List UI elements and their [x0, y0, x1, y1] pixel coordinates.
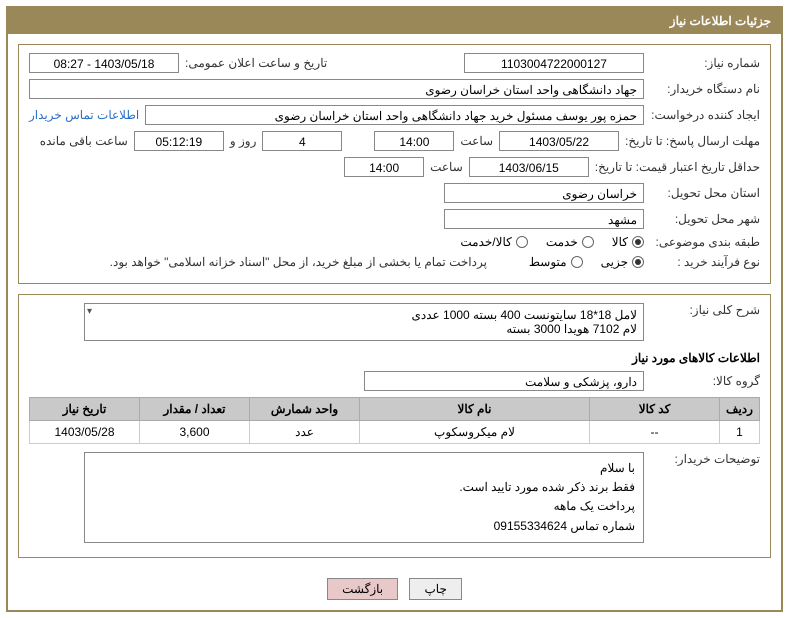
table-body: 1--لام میکروسکوپعدد3,6001403/05/28 [30, 421, 760, 444]
link-buyer-contact[interactable]: اطلاعات تماس خریدار [29, 108, 139, 122]
table-row: 1--لام میکروسکوپعدد3,6001403/05/28 [30, 421, 760, 444]
process-option[interactable]: متوسط [529, 255, 583, 269]
radio-label: کالا [612, 235, 628, 249]
classification-option[interactable]: کالا [612, 235, 644, 249]
need-desc-line: لامل 18*18 سایتونست 400 بسته 1000 عددی [91, 308, 637, 322]
footer-buttons: چاپ بازگشت [8, 568, 781, 610]
label-need-desc: شرح کلی نیاز: [650, 303, 760, 317]
panel-general: شماره نیاز: 1103004722000127 تاریخ و ساع… [18, 44, 771, 284]
label-days-and: روز و [230, 134, 257, 148]
buyer-note-line: فقط برند ذکر شده مورد تایید است. [93, 478, 635, 497]
print-button[interactable]: چاپ [409, 578, 461, 600]
label-buyer-org: نام دستگاه خریدار: [650, 82, 760, 96]
table-cell: -- [590, 421, 720, 444]
window-title: جزئیات اطلاعات نیاز [8, 8, 781, 34]
radio-icon [571, 256, 583, 268]
field-deadline-time: 14:00 [374, 131, 454, 151]
row-purchase-process: نوع فرآیند خرید : جزیی متوسط پرداخت تمام … [29, 255, 760, 269]
field-need-number: 1103004722000127 [464, 53, 644, 73]
details-window: جزئیات اطلاعات نیاز شماره نیاز: 11030047… [6, 6, 783, 612]
radio-icon [516, 236, 528, 248]
radio-icon [582, 236, 594, 248]
field-announce-datetime: 1403/05/18 - 08:27 [29, 53, 179, 73]
label-requester: ایجاد کننده درخواست: [650, 108, 760, 122]
panel-items: شرح کلی نیاز: ▾ لامل 18*18 سایتونست 400 … [18, 294, 771, 558]
label-city: شهر محل تحویل: [650, 212, 760, 226]
table-header-cell: تاریخ نیاز [30, 398, 140, 421]
label-time-2: ساعت [430, 160, 463, 174]
back-button[interactable]: بازگشت [327, 578, 398, 600]
label-need-number: شماره نیاز: [650, 56, 760, 70]
row-buyer-notes: توضیحات خریدار: با سلامفقط برند ذکر شده … [29, 452, 760, 543]
need-desc-line: لام 7102 هویدا 3000 بسته [91, 322, 637, 336]
classification-option[interactable]: کالا/خدمت [460, 235, 527, 249]
process-option[interactable]: جزیی [601, 255, 644, 269]
payment-note: پرداخت تمام یا بخشی از مبلغ خرید، از محل… [110, 255, 487, 269]
row-deadline: مهلت ارسال پاسخ: تا تاریخ: 1403/05/22 سا… [29, 131, 760, 151]
row-classification: طبقه بندی موضوعی: کالا خدمت کالا/خدمت [29, 235, 760, 249]
table-header-cell: نام کالا [360, 398, 590, 421]
label-item-group: گروه کالا: [650, 374, 760, 388]
field-deadline-date: 1403/05/22 [499, 131, 619, 151]
field-days-remaining: 4 [262, 131, 342, 151]
label-validity: حداقل تاریخ اعتبار قیمت: تا تاریخ: [595, 160, 760, 174]
row-need-desc: شرح کلی نیاز: ▾ لامل 18*18 سایتونست 400 … [29, 303, 760, 341]
field-item-group: دارو، پزشکی و سلامت [364, 371, 644, 391]
label-buyer-notes: توضیحات خریدار: [650, 452, 760, 466]
table-header-row: ردیفکد کالانام کالاواحد شمارشتعداد / مقد… [30, 398, 760, 421]
table-cell: 1403/05/28 [30, 421, 140, 444]
table-cell: 1 [720, 421, 760, 444]
table-cell: عدد [250, 421, 360, 444]
buyer-note-line: شماره تماس 09155334624 [93, 517, 635, 536]
buyer-notes-box: با سلامفقط برند ذکر شده مورد تایید است.پ… [84, 452, 644, 543]
row-item-group: گروه کالا: دارو، پزشکی و سلامت [29, 371, 760, 391]
radio-label: خدمت [546, 235, 578, 249]
radio-label: جزیی [601, 255, 628, 269]
field-validity-date: 1403/06/15 [469, 157, 589, 177]
process-radio-group: جزیی متوسط [529, 255, 644, 269]
buyer-note-line: با سلام [93, 459, 635, 478]
table-header-cell: تعداد / مقدار [140, 398, 250, 421]
label-deadline: مهلت ارسال پاسخ: تا تاریخ: [625, 134, 760, 148]
field-validity-time: 14:00 [344, 157, 424, 177]
row-need-number: شماره نیاز: 1103004722000127 تاریخ و ساع… [29, 53, 760, 73]
items-table: ردیفکد کالانام کالاواحد شمارشتعداد / مقد… [29, 397, 760, 444]
field-time-remaining: 05:12:19 [134, 131, 224, 151]
classification-radio-group: کالا خدمت کالا/خدمت [460, 235, 644, 249]
table-header-cell: ردیف [720, 398, 760, 421]
field-buyer-org: جهاد دانشگاهی واحد استان خراسان رضوی [29, 79, 644, 99]
label-announce-datetime: تاریخ و ساعت اعلان عمومی: [185, 56, 327, 70]
row-province: استان محل تحویل: خراسان رضوی [29, 183, 760, 203]
label-classification: طبقه بندی موضوعی: [650, 235, 760, 249]
radio-label: متوسط [529, 255, 567, 269]
table-header-cell: واحد شمارش [250, 398, 360, 421]
label-time-1: ساعت [460, 134, 493, 148]
row-city: شهر محل تحویل: مشهد [29, 209, 760, 229]
row-validity: حداقل تاریخ اعتبار قیمت: تا تاریخ: 1403/… [29, 157, 760, 177]
classification-option[interactable]: خدمت [546, 235, 594, 249]
table-header-cell: کد کالا [590, 398, 720, 421]
radio-icon [632, 236, 644, 248]
row-requester: ایجاد کننده درخواست: حمزه پور یوسف مسئول… [29, 105, 760, 125]
field-city: مشهد [444, 209, 644, 229]
table-cell: لام میکروسکوپ [360, 421, 590, 444]
field-province: خراسان رضوی [444, 183, 644, 203]
row-buyer-org: نام دستگاه خریدار: جهاد دانشگاهی واحد اس… [29, 79, 760, 99]
label-purchase-process: نوع فرآیند خرید : [650, 255, 760, 269]
label-province: استان محل تحویل: [650, 186, 760, 200]
field-need-desc[interactable]: ▾ لامل 18*18 سایتونست 400 بسته 1000 عددی… [84, 303, 644, 341]
scroll-indicator-icon: ▾ [87, 306, 92, 317]
radio-label: کالا/خدمت [460, 235, 511, 249]
section-title-items: اطلاعات کالاهای مورد نیاز [29, 351, 760, 365]
radio-icon [632, 256, 644, 268]
table-cell: 3,600 [140, 421, 250, 444]
label-remaining: ساعت باقی مانده [40, 134, 128, 148]
field-requester: حمزه پور یوسف مسئول خرید جهاد دانشگاهی و… [145, 105, 644, 125]
buyer-note-line: پرداخت یک ماهه [93, 497, 635, 516]
